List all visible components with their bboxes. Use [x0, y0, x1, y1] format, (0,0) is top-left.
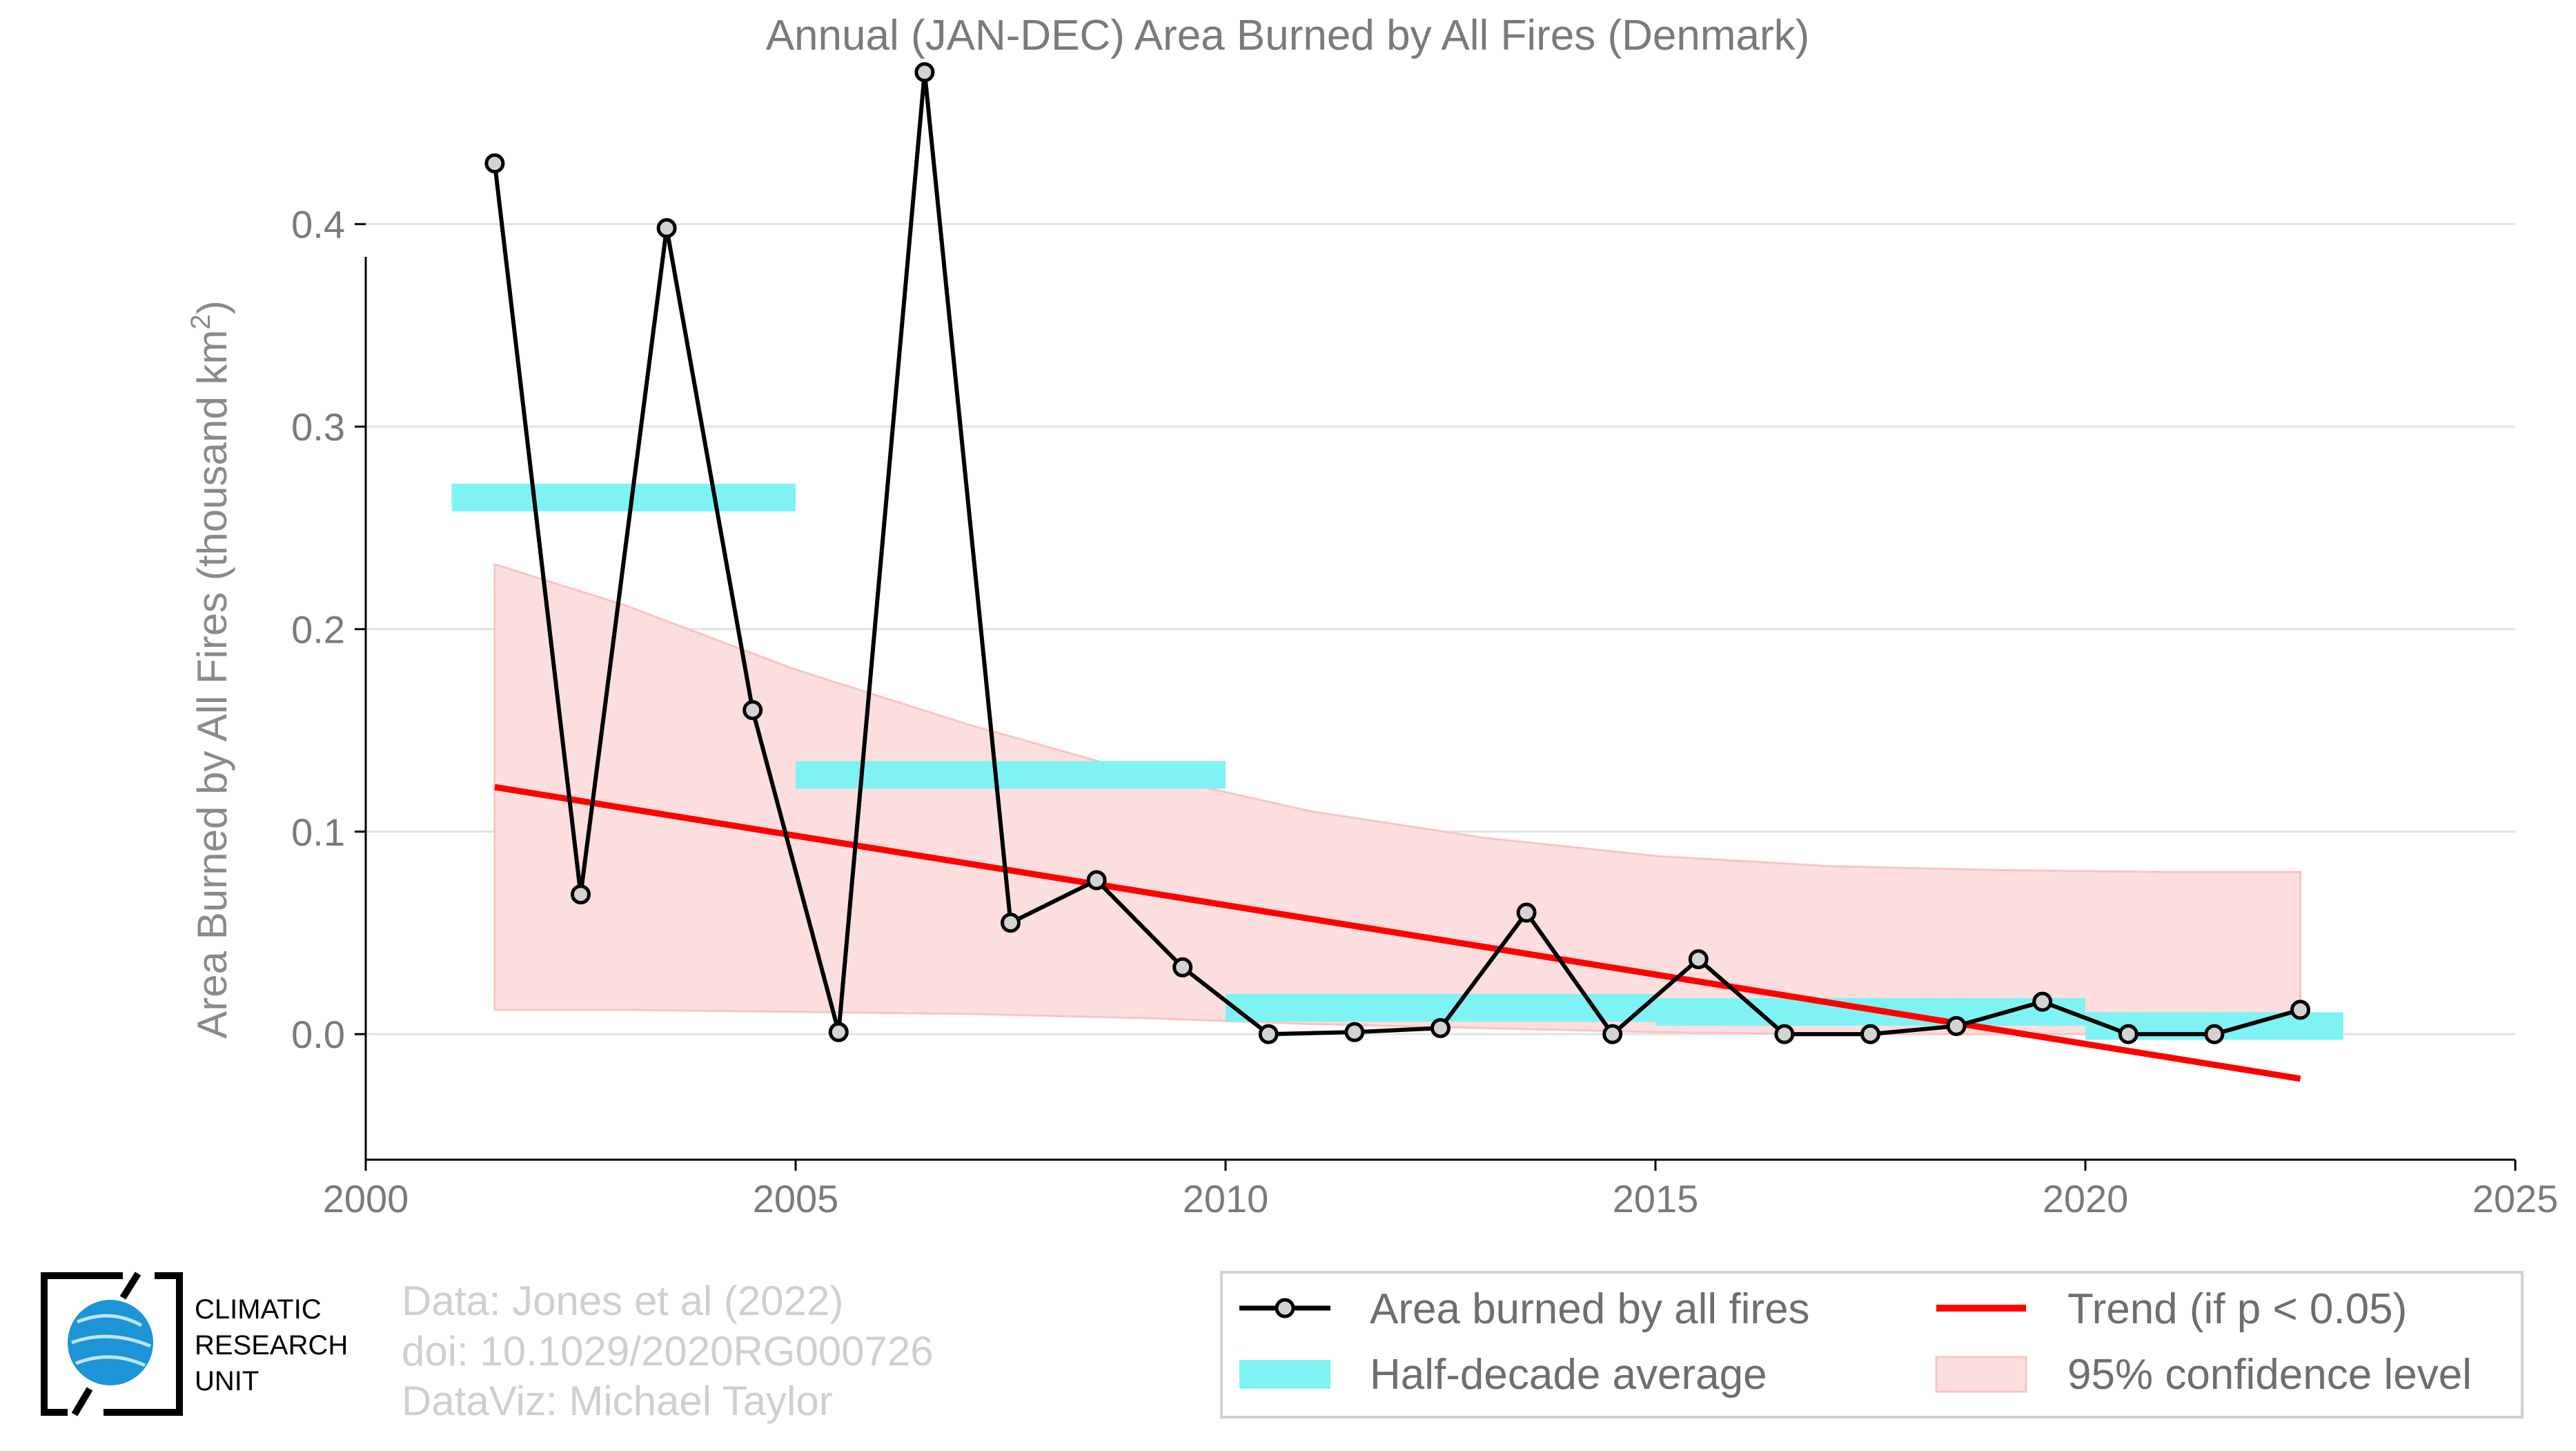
trend-line	[494, 783, 2301, 1082]
x-tick-label: 2010	[1183, 1177, 1269, 1220]
y-tick-label: 0.4	[291, 203, 345, 246]
logo-text-research: RESEARCH	[195, 1330, 348, 1361]
credit-dataviz: DataViz: Michael Taylor	[402, 1378, 833, 1424]
x-tick-label: 2000	[323, 1177, 409, 1220]
logo-slash-top	[119, 1272, 141, 1300]
data-point	[571, 884, 591, 905]
x-tick-label: 2025	[2472, 1177, 2559, 1220]
legend: Area burned by all fires Half-decade ave…	[1220, 1271, 2524, 1419]
logo-text-unit: UNIT	[195, 1366, 259, 1396]
data-point	[2290, 1000, 2310, 1020]
credit-data-source: Data: Jones et al (2022)	[402, 1278, 843, 1324]
data-point	[1774, 1024, 1795, 1044]
data-point	[1516, 902, 1537, 923]
y-tick-label: 0.2	[291, 607, 345, 651]
legend-symbol-confidence	[1935, 1356, 2027, 1393]
x-tick-label: 2015	[1613, 1177, 1699, 1220]
y-axis-title: Area Burned by All Fires (thousand km2)	[186, 300, 235, 1038]
chart-title: Annual (JAN-DEC) Area Burned by All Fire…	[766, 12, 1810, 59]
data-point	[1430, 1017, 1451, 1038]
data-point	[743, 700, 763, 721]
legend-frame	[1220, 1271, 2524, 1419]
y-axis-title-superscript: 2	[186, 314, 216, 329]
data-point	[484, 153, 505, 174]
confidence-band-layer	[493, 563, 2301, 1035]
data-point	[1258, 1024, 1279, 1044]
x-tick-label: 2005	[753, 1177, 839, 1220]
logo-slash-bottom	[71, 1387, 93, 1416]
data-point	[1602, 1024, 1623, 1044]
cru-logo: CLIMATIC RESEARCH UNIT	[41, 1272, 348, 1416]
legend-label-series: Area burned by all fires	[1370, 1285, 1810, 1333]
data-point	[1344, 1022, 1365, 1042]
x-tick-label: 2020	[2043, 1177, 2129, 1220]
data-point	[828, 1022, 849, 1042]
data-point	[656, 218, 677, 239]
data-point	[914, 62, 935, 83]
y-axis-title-main: Area Burned by All Fires (thousand km	[189, 330, 235, 1039]
y-tick-label: 0.0	[291, 1013, 345, 1056]
y-tick-label: 0.3	[291, 405, 345, 449]
data-point	[1086, 870, 1107, 890]
legend-symbol-average	[1239, 1360, 1330, 1389]
logo-text-climatic: CLIMATIC	[195, 1294, 322, 1325]
globe-swirl-icon	[71, 1314, 151, 1367]
data-point	[2032, 991, 2053, 1012]
logo-bracket-left	[41, 1272, 123, 1416]
legend-symbol-series-marker	[1275, 1298, 1295, 1318]
y-tick-label: 0.1	[291, 810, 345, 854]
y-axis-title-end: )	[189, 300, 235, 314]
data-point	[1001, 913, 1021, 933]
data-point	[1172, 957, 1193, 977]
logo-bracket-right	[104, 1272, 183, 1416]
series-layer	[484, 62, 2310, 1044]
y-ticks: 0.0 0.1 0.2 0.3 0.4	[291, 203, 366, 1056]
data-point	[1688, 949, 1709, 970]
series-line	[492, 70, 2301, 1037]
legend-label-average: Half-decade average	[1370, 1351, 1767, 1399]
legend-label-trend: Trend (if p < 0.05)	[2067, 1285, 2407, 1333]
data-point	[2204, 1024, 2225, 1044]
confidence-band	[493, 563, 2301, 1035]
credit-doi: doi: 10.1029/2020RG000726	[402, 1328, 934, 1374]
data-point	[1946, 1015, 1967, 1036]
data-point	[1860, 1024, 1880, 1044]
trend-layer	[494, 783, 2301, 1082]
legend-label-confidence: 95% confidence level	[2067, 1351, 2472, 1399]
x-ticks: 2000 2005 2010 2015 2020 2025	[323, 1160, 2559, 1220]
data-point	[2118, 1024, 2139, 1044]
